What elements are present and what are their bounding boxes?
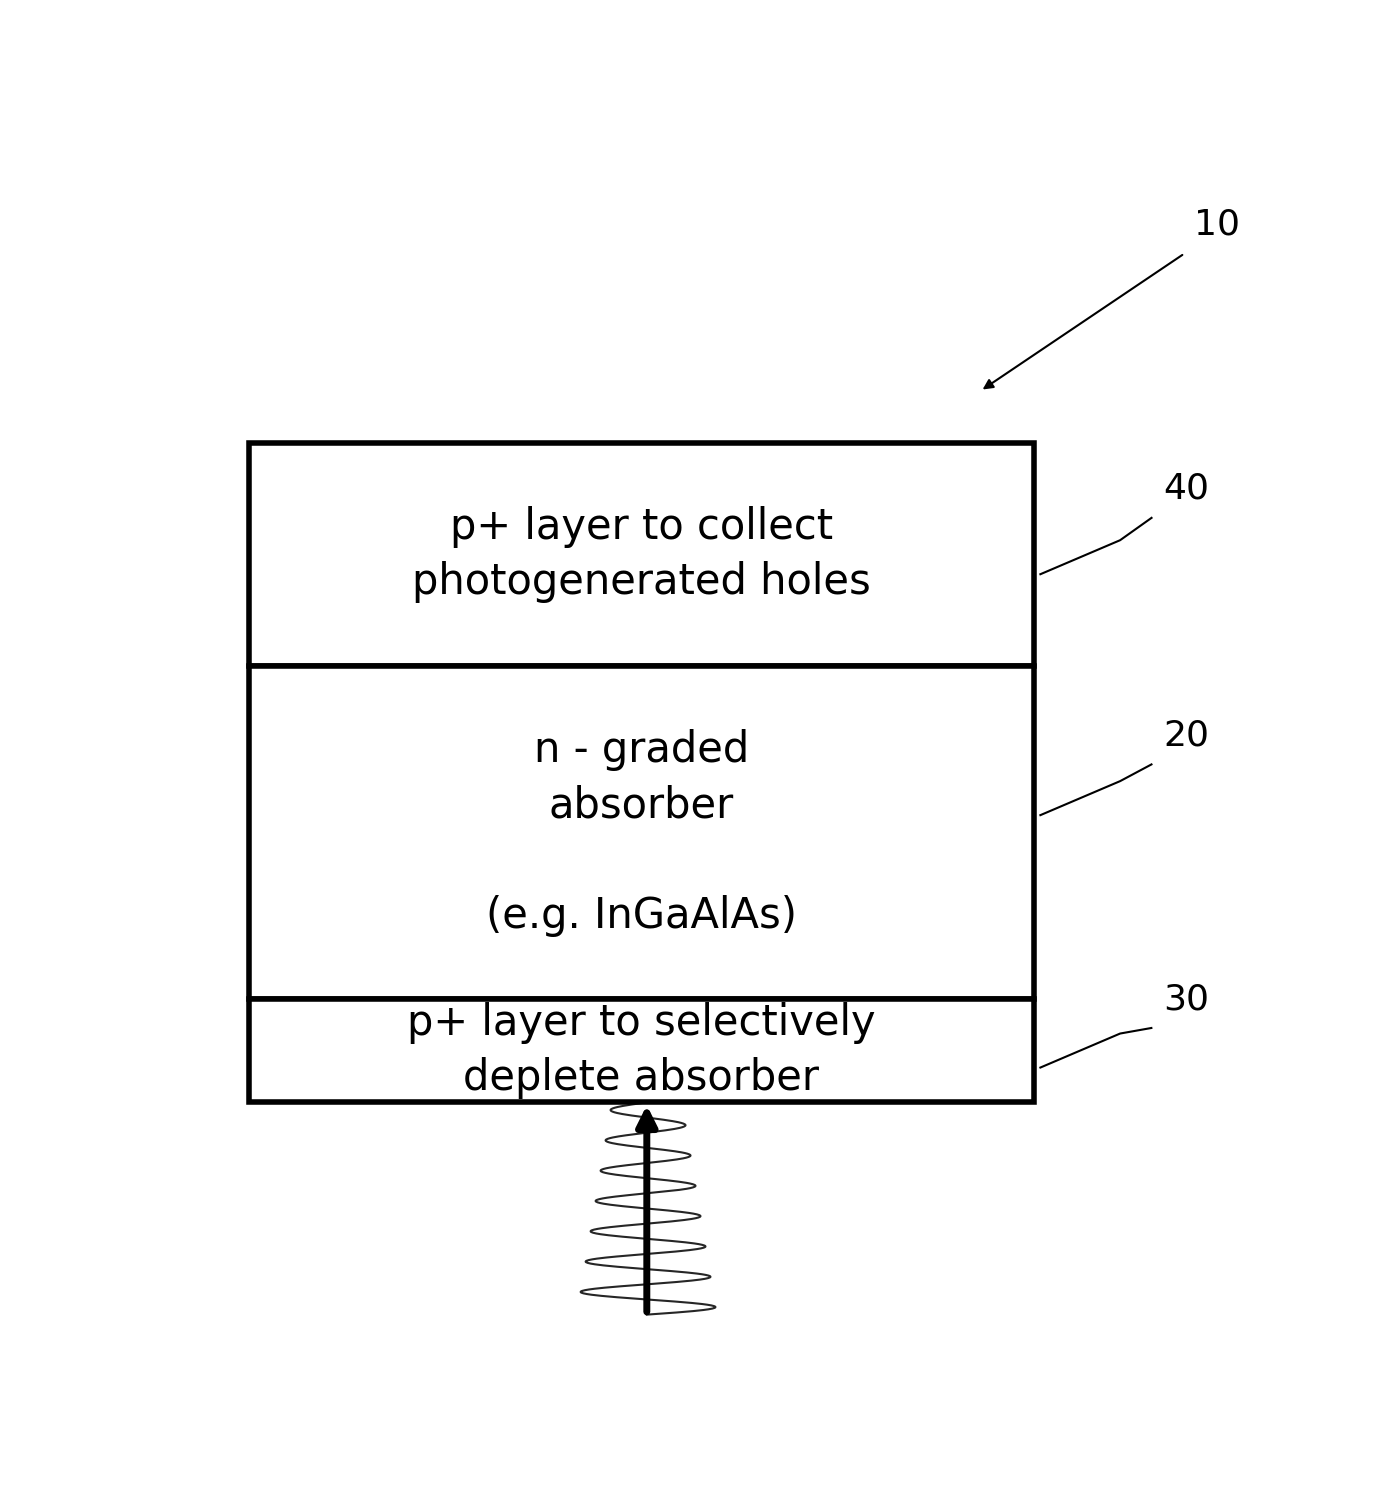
Text: p+ layer to selectively
deplete absorber: p+ layer to selectively deplete absorber [407,1003,876,1100]
Text: 40: 40 [1163,471,1209,505]
Text: 20: 20 [1163,718,1209,752]
Bar [248,666,1034,1000]
Bar [248,1000,1034,1103]
Text: n - graded
absorber

(e.g. InGaAlAs): n - graded absorber (e.g. InGaAlAs) [486,729,797,937]
Text: p+ layer to collect
photogenerated holes: p+ layer to collect photogenerated holes [412,507,870,603]
Text: 10: 10 [1194,207,1239,241]
Bar [248,443,1034,666]
Text: 30: 30 [1163,982,1209,1016]
